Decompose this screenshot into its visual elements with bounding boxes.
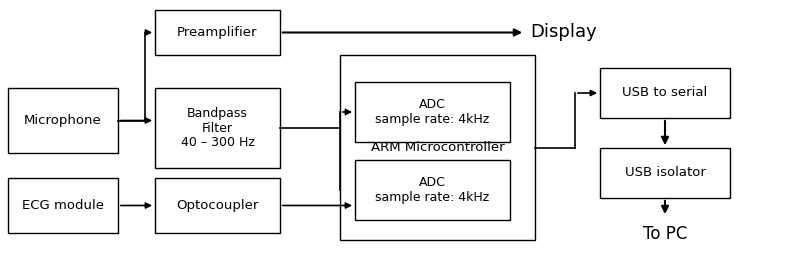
Bar xyxy=(355,160,510,220)
Bar xyxy=(155,10,280,55)
Text: USB to serial: USB to serial xyxy=(622,87,708,99)
Bar xyxy=(155,178,280,233)
Bar xyxy=(600,68,730,118)
Text: ADC
sample rate: 4kHz: ADC sample rate: 4kHz xyxy=(375,98,490,126)
Text: ECG module: ECG module xyxy=(22,199,104,212)
Text: Optocoupler: Optocoupler xyxy=(176,199,258,212)
Text: USB isolator: USB isolator xyxy=(625,167,706,179)
Bar xyxy=(155,88,280,168)
Text: Display: Display xyxy=(530,23,597,41)
Bar xyxy=(600,148,730,198)
Text: ADC
sample rate: 4kHz: ADC sample rate: 4kHz xyxy=(375,176,490,204)
Text: Microphone: Microphone xyxy=(24,114,102,127)
Bar xyxy=(355,82,510,142)
Bar xyxy=(8,178,118,233)
Bar xyxy=(8,88,118,153)
Text: Bandpass
Filter
40 – 300 Hz: Bandpass Filter 40 – 300 Hz xyxy=(181,106,254,150)
Text: To PC: To PC xyxy=(643,225,687,243)
Text: ARM Microcontroller: ARM Microcontroller xyxy=(370,141,504,154)
Text: Preamplifier: Preamplifier xyxy=(178,26,258,39)
Bar xyxy=(340,55,535,240)
